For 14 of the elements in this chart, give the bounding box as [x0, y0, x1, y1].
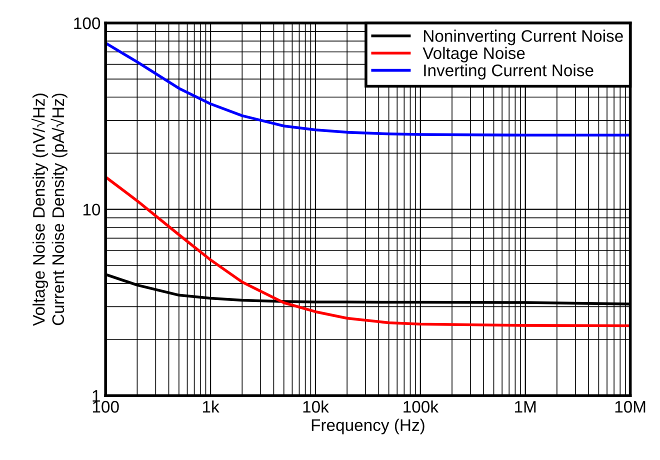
y-tick-label: 100 [74, 17, 100, 30]
x-tick-label: 1k [203, 400, 220, 413]
y-tick-label: 1 [92, 390, 100, 402]
x-tick-label: 1M [515, 401, 536, 413]
x-tick-label: 10k [303, 400, 329, 413]
x-tick-label: 100 [92, 400, 119, 413]
x-axis-title: Frequency (Hz) [312, 418, 424, 434]
y-axis-title: Voltage Noise Density (nV/√Hz) Current Noise Density (pA/√Hz) [31, 94, 68, 326]
legend-label: Noninverting Current Noise [424, 30, 623, 46]
legend-label: Inverting Current Noise [424, 64, 594, 80]
legend-label: Voltage Noise [422, 46, 525, 62]
x-tick-label: 10M [615, 400, 646, 413]
x-tick-label: 100k [404, 400, 439, 413]
y-tick-label: 10 [83, 204, 100, 216]
